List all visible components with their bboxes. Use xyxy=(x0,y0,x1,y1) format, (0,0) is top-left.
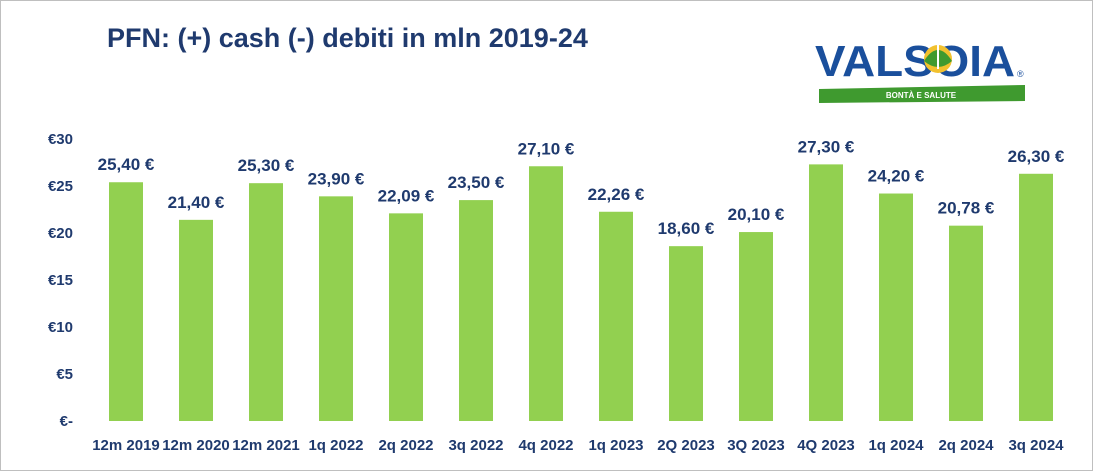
x-tick-label: 4q 2022 xyxy=(518,437,573,454)
y-tick-label: €- xyxy=(60,413,73,430)
bar xyxy=(249,183,283,421)
data-label: 23,50 € xyxy=(448,173,505,192)
x-tick-label: 12m 2019 xyxy=(92,437,160,454)
x-tick-label: 12m 2020 xyxy=(162,437,230,454)
data-label: 21,40 € xyxy=(168,193,225,212)
y-tick-label: €20 xyxy=(48,225,73,242)
data-label: 27,30 € xyxy=(798,137,855,156)
bar xyxy=(319,196,353,421)
x-tick-label: 1q 2023 xyxy=(588,437,643,454)
data-label: 24,20 € xyxy=(868,167,925,186)
y-tick-label: €30 xyxy=(48,131,73,148)
x-tick-label: 3q 2024 xyxy=(1008,437,1064,454)
bar xyxy=(949,225,983,421)
bar xyxy=(809,164,843,421)
x-tick-label: 4Q 2023 xyxy=(797,437,855,454)
x-tick-label: 3q 2022 xyxy=(448,437,503,454)
y-tick-label: €15 xyxy=(48,272,73,289)
x-tick-label: 2q 2024 xyxy=(938,437,994,454)
bar xyxy=(599,211,633,421)
bar xyxy=(529,166,563,421)
bars xyxy=(109,164,1053,421)
data-label: 20,10 € xyxy=(728,205,785,224)
data-label: 23,90 € xyxy=(308,169,365,188)
bar xyxy=(739,232,773,421)
bar xyxy=(669,246,703,421)
x-tick-label: 12m 2021 xyxy=(232,437,300,454)
x-tick-label: 2Q 2023 xyxy=(657,437,715,454)
x-tick-label: 1q 2022 xyxy=(308,437,363,454)
valsoia-logo: VALSOIA ® BONTÀ E SALUTE xyxy=(815,37,1025,103)
data-label: 25,30 € xyxy=(238,156,295,175)
y-tick-label: €10 xyxy=(48,319,73,336)
logo-leaf-icon xyxy=(924,45,952,73)
chart-title: PFN: (+) cash (-) debiti in mln 2019-24 xyxy=(107,23,588,53)
logo-banner xyxy=(819,85,1025,103)
data-label: 26,30 € xyxy=(1008,147,1065,166)
y-axis: €- €5 €10 €15 €20 €25 €30 xyxy=(48,131,73,430)
bar xyxy=(459,200,493,421)
data-labels: 25,40 € 21,40 € 25,30 € 23,90 € 22,09 € 23,50… xyxy=(98,137,1065,238)
bar xyxy=(389,213,423,421)
y-tick-label: €5 xyxy=(56,366,73,383)
y-tick-label: €25 xyxy=(48,178,73,195)
data-label: 18,60 € xyxy=(658,219,715,238)
data-label: 22,26 € xyxy=(588,185,645,204)
logo-registered-mark: ® xyxy=(1017,69,1024,79)
data-label: 20,78 € xyxy=(938,199,995,218)
bar xyxy=(179,219,213,421)
logo-tagline: BONTÀ E SALUTE xyxy=(886,91,957,100)
x-tick-label: 1q 2024 xyxy=(868,437,924,454)
bar xyxy=(1019,173,1053,421)
bar xyxy=(879,193,913,421)
data-label: 22,09 € xyxy=(378,186,435,205)
data-label: 27,10 € xyxy=(518,139,575,158)
x-tick-label: 2q 2022 xyxy=(378,437,433,454)
x-axis: 12m 2019 12m 2020 12m 2021 1q 2022 2q 2022 3q… xyxy=(92,437,1064,454)
data-label: 25,40 € xyxy=(98,155,155,174)
x-tick-label: 3Q 2023 xyxy=(727,437,785,454)
logo-wordmark: VALSOIA xyxy=(815,37,1015,86)
bar xyxy=(109,182,143,421)
